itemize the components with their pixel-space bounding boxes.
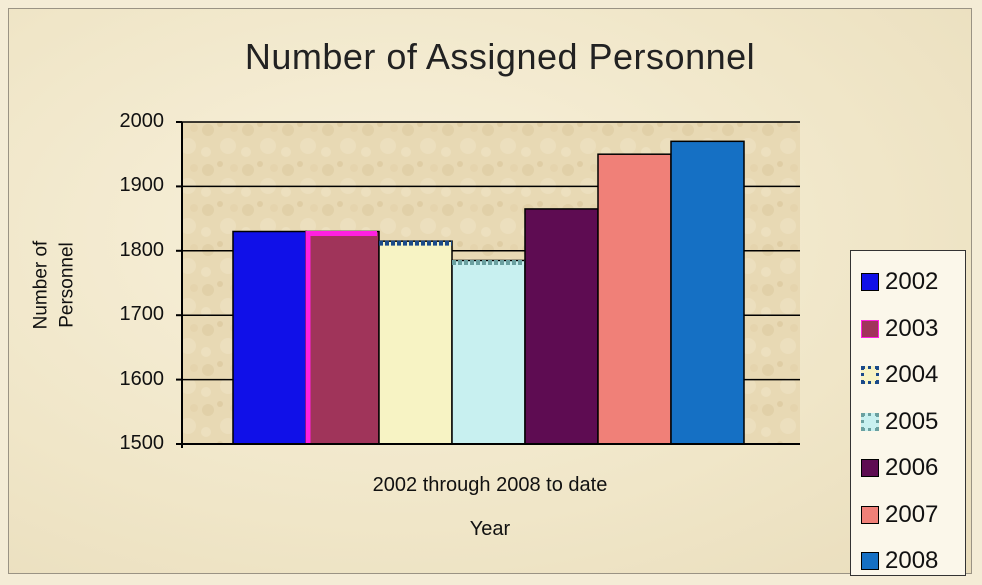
- bar-2005: [451, 259, 526, 445]
- legend-item-2004: 2004: [861, 352, 965, 399]
- bar-2008: [670, 140, 745, 445]
- legend-swatch: [861, 366, 879, 385]
- y-tick-label: 1500: [119, 432, 165, 454]
- y-axis-label: Number of Personnel: [30, 240, 77, 330]
- legend-label: 2005: [885, 407, 939, 435]
- legend-swatch: [861, 459, 879, 478]
- legend-item-2002: 2002: [861, 259, 965, 306]
- y-tick-label: 1800: [119, 238, 165, 261]
- bar-2004: [378, 240, 453, 445]
- legend-swatch: [861, 505, 879, 524]
- legend-swatch: [861, 319, 879, 338]
- y-tick-label: 1900: [119, 174, 165, 197]
- y-tick-label: 1600: [119, 367, 165, 390]
- legend-label: 2004: [885, 361, 939, 389]
- x-axis-subtitle: 2002 through 2008 to date: [372, 474, 608, 496]
- legend-item-2005: 2005: [861, 399, 965, 446]
- legend-swatch: [861, 412, 879, 431]
- legend-label: 2007: [885, 500, 939, 528]
- bar-2002: [232, 230, 307, 445]
- legend-item-2007: 2007: [861, 492, 965, 539]
- legend-item-2003: 2003: [861, 306, 965, 353]
- legend: 2002 2003 2004 2005 2006 2007 2008: [850, 250, 966, 576]
- x-axis-label: Year: [469, 518, 511, 540]
- legend-swatch: [861, 552, 879, 571]
- legend-label: 2008: [885, 547, 939, 575]
- legend-item-2008: 2008: [861, 538, 965, 585]
- bar-2006: [524, 208, 599, 445]
- legend-label: 2003: [885, 314, 939, 342]
- legend-label: 2002: [885, 268, 939, 296]
- legend-swatch: [861, 273, 879, 292]
- legend-label: 2006: [885, 454, 939, 482]
- legend-item-2006: 2006: [861, 445, 965, 492]
- y-tick-label: 2000: [119, 110, 165, 132]
- chart-title: Number of Assigned Personnel: [244, 36, 756, 77]
- bar-2003-outline: [305, 230, 377, 444]
- bar-2003: [305, 230, 380, 445]
- y-tick-label: 1700: [119, 303, 165, 326]
- bar-2007: [597, 153, 672, 445]
